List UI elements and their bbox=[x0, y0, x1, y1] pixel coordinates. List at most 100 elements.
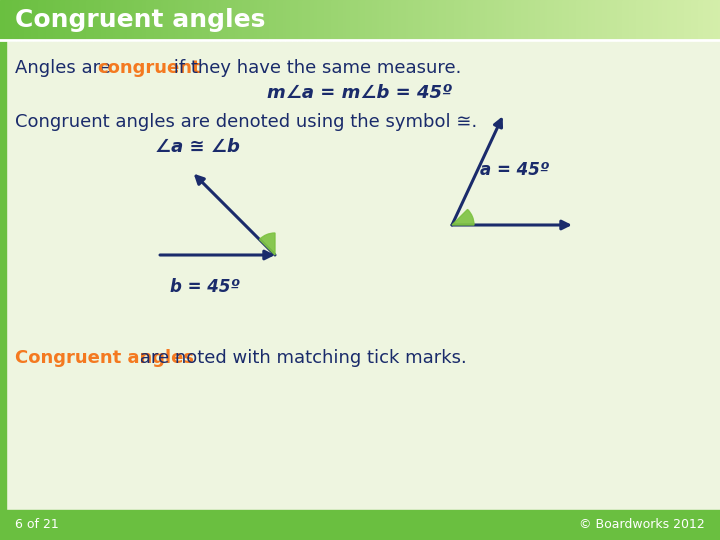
Bar bbox=[139, 0, 143, 40]
Bar bbox=[408, 0, 411, 40]
Bar bbox=[199, 0, 202, 40]
Bar bbox=[562, 0, 565, 40]
Bar bbox=[415, 0, 418, 40]
Bar bbox=[60, 0, 63, 40]
Bar bbox=[89, 0, 92, 40]
Bar bbox=[192, 0, 195, 40]
Bar bbox=[319, 0, 323, 40]
Bar bbox=[526, 0, 529, 40]
Bar bbox=[576, 0, 580, 40]
Bar bbox=[238, 0, 241, 40]
Bar bbox=[149, 0, 152, 40]
Wedge shape bbox=[259, 233, 275, 255]
Bar bbox=[449, 0, 452, 40]
Bar bbox=[405, 0, 409, 40]
Bar bbox=[430, 0, 433, 40]
Bar bbox=[185, 0, 188, 40]
Text: congruent: congruent bbox=[97, 59, 201, 77]
Bar bbox=[77, 0, 80, 40]
Bar bbox=[300, 0, 303, 40]
Bar bbox=[283, 0, 287, 40]
Bar bbox=[103, 0, 107, 40]
Bar bbox=[257, 0, 260, 40]
Bar bbox=[202, 0, 205, 40]
Bar bbox=[600, 0, 603, 40]
Bar bbox=[180, 0, 184, 40]
Bar bbox=[310, 0, 313, 40]
Bar bbox=[655, 0, 659, 40]
Bar bbox=[398, 0, 402, 40]
Bar bbox=[621, 0, 625, 40]
Bar bbox=[396, 0, 400, 40]
Bar bbox=[34, 0, 37, 40]
Bar bbox=[691, 0, 695, 40]
Bar bbox=[612, 0, 616, 40]
Bar bbox=[142, 0, 145, 40]
Bar bbox=[70, 0, 73, 40]
Bar bbox=[288, 0, 292, 40]
Bar bbox=[711, 0, 714, 40]
Bar bbox=[567, 0, 570, 40]
Bar bbox=[549, 0, 553, 40]
Bar bbox=[302, 0, 306, 40]
Bar bbox=[161, 0, 164, 40]
Bar bbox=[485, 0, 488, 40]
Bar bbox=[693, 0, 697, 40]
Bar bbox=[463, 0, 467, 40]
Bar bbox=[686, 0, 690, 40]
Bar bbox=[120, 0, 123, 40]
Bar bbox=[713, 0, 716, 40]
Bar bbox=[595, 0, 598, 40]
Bar bbox=[410, 0, 414, 40]
Bar bbox=[158, 0, 162, 40]
Bar bbox=[492, 0, 495, 40]
Bar bbox=[454, 0, 457, 40]
Wedge shape bbox=[452, 210, 474, 225]
Bar bbox=[286, 0, 289, 40]
Bar bbox=[225, 0, 229, 40]
Bar bbox=[401, 0, 404, 40]
Bar bbox=[168, 0, 171, 40]
Bar bbox=[682, 0, 685, 40]
Bar bbox=[171, 0, 174, 40]
Bar bbox=[679, 0, 683, 40]
Bar bbox=[466, 0, 469, 40]
Bar bbox=[50, 0, 54, 40]
Bar bbox=[81, 0, 85, 40]
Bar bbox=[214, 0, 217, 40]
Bar bbox=[329, 0, 332, 40]
Bar bbox=[662, 0, 666, 40]
Bar bbox=[377, 0, 380, 40]
Bar bbox=[43, 0, 47, 40]
Bar bbox=[444, 0, 447, 40]
Bar bbox=[324, 0, 328, 40]
Bar bbox=[365, 0, 368, 40]
Bar bbox=[115, 0, 119, 40]
Bar bbox=[91, 0, 94, 40]
Bar bbox=[194, 0, 198, 40]
Bar bbox=[295, 0, 299, 40]
Bar bbox=[538, 0, 541, 40]
Bar bbox=[276, 0, 279, 40]
Bar bbox=[521, 0, 524, 40]
Bar bbox=[660, 0, 663, 40]
Bar bbox=[24, 0, 27, 40]
Bar bbox=[209, 0, 212, 40]
Bar bbox=[130, 0, 133, 40]
Bar bbox=[459, 0, 462, 40]
Bar bbox=[144, 0, 148, 40]
Bar bbox=[581, 0, 584, 40]
Bar bbox=[423, 0, 426, 40]
Bar bbox=[639, 0, 642, 40]
Bar bbox=[245, 0, 248, 40]
Bar bbox=[5, 0, 8, 40]
Bar bbox=[490, 0, 493, 40]
Bar bbox=[425, 0, 428, 40]
Bar bbox=[12, 0, 15, 40]
Bar bbox=[243, 0, 246, 40]
Bar bbox=[583, 0, 587, 40]
Bar bbox=[9, 0, 13, 40]
Bar bbox=[569, 0, 572, 40]
Bar bbox=[247, 0, 251, 40]
Bar bbox=[125, 0, 128, 40]
